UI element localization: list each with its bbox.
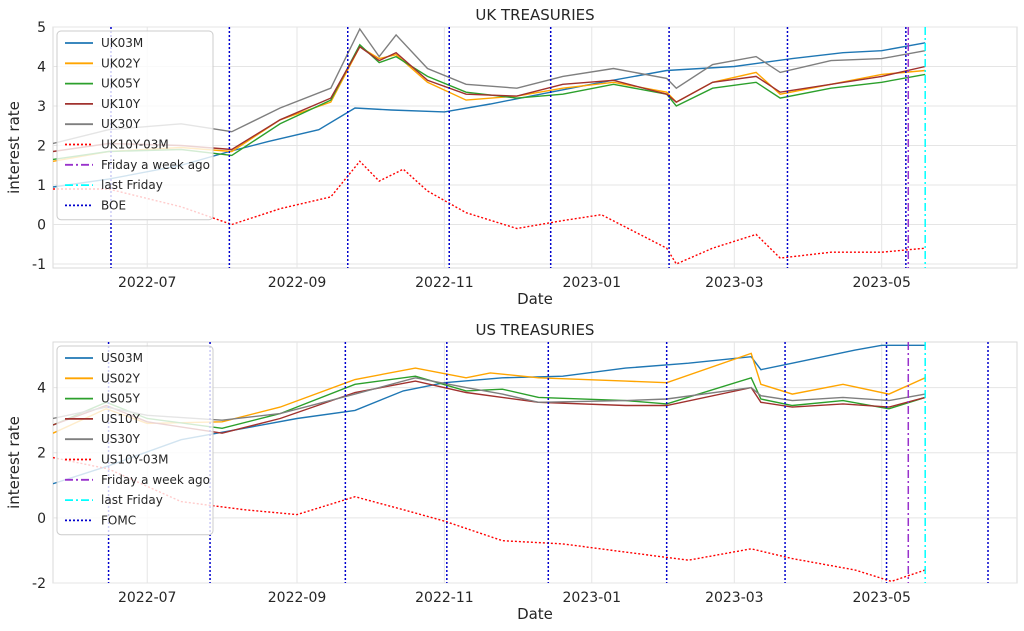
legend: UK03M UK02Y UK05Y UK10Y UK30Y UK10Y-03M Friday…: [56, 30, 214, 221]
y-tick-label: 4: [37, 60, 46, 76]
x-tick-label: 2022-07: [118, 590, 177, 606]
legend-label: Friday a week ago: [101, 473, 210, 487]
x-tick-label: 2022-07: [118, 275, 177, 291]
chart-title: UK TREASURIES: [475, 6, 594, 24]
chart-panel-1: 2022-07 2022-09 2022-11 2023-01 2023-03 2023-…: [5, 6, 1018, 308]
y-tick-label: 4: [37, 381, 46, 397]
x-tick-label: 2023-03: [705, 275, 764, 291]
legend-label: US30Y: [101, 432, 141, 446]
x-tick-label: 2022-11: [415, 275, 474, 291]
legend-label: BOE: [101, 198, 126, 212]
legend-box: [56, 345, 214, 536]
legend-label: UK30Y: [101, 117, 141, 131]
x-tick-label: 2023-01: [563, 590, 622, 606]
y-tick-label: 2: [37, 139, 46, 155]
y-axis-label: interest rate: [5, 101, 23, 194]
legend-label: US03M: [101, 351, 143, 365]
legend-label: UK02Y: [101, 56, 141, 70]
series-line-uk02y: [53, 45, 926, 162]
x-tick-label: 2022-09: [268, 590, 327, 606]
y-tick-label: 3: [37, 99, 46, 115]
legend-label: US05Y: [101, 392, 141, 406]
x-tick-label: 2023-05: [852, 275, 911, 291]
x-tick-label: 2022-09: [268, 275, 327, 291]
y-tick-label: 2: [37, 446, 46, 462]
legend-box: [56, 30, 214, 221]
chart-title: US TREASURIES: [476, 321, 595, 339]
y-tick-label: -1: [32, 257, 46, 273]
x-tick-label: 2023-01: [563, 275, 622, 291]
y-axis-label: interest rate: [5, 416, 23, 509]
y-tick-label: -2: [32, 576, 46, 592]
legend-label: last Friday: [101, 178, 163, 192]
x-axis-label: Date: [517, 605, 553, 623]
x-tick-label: 2022-11: [415, 590, 474, 606]
legend-label: US02Y: [101, 371, 141, 385]
y-tick-label: 0: [37, 511, 46, 527]
x-tick-label: 2023-05: [852, 590, 911, 606]
legend-label: US10Y: [101, 412, 141, 426]
y-tick-label: 5: [37, 20, 46, 36]
legend-label: UK10Y: [101, 97, 141, 111]
x-tick-label: 2023-03: [705, 590, 764, 606]
series-line-uk30y: [53, 27, 926, 145]
legend-label: US10Y-03M: [101, 453, 169, 467]
legend: US03M US02Y US05Y US10Y US30Y US10Y-03M Friday…: [56, 345, 214, 536]
legend-label: UK05Y: [101, 77, 141, 91]
legend-label: last Friday: [101, 493, 163, 507]
legend-label: UK03M: [101, 36, 143, 50]
legend-label: UK10Y-03M: [101, 138, 169, 152]
x-axis-label: Date: [517, 290, 553, 308]
chart-panel-2: 2022-07 2022-09 2022-11 2023-01 2023-03 2023-…: [5, 321, 1018, 623]
y-tick-label: 1: [37, 178, 46, 194]
legend-label: FOMC: [101, 513, 136, 527]
legend-label: Friday a week ago: [101, 158, 210, 172]
series-line-uk10y: [53, 45, 926, 153]
y-tick-label: 0: [37, 218, 46, 234]
series-line-uk10y-03m: [53, 160, 926, 265]
series-line-us10y-03m: [53, 456, 926, 583]
